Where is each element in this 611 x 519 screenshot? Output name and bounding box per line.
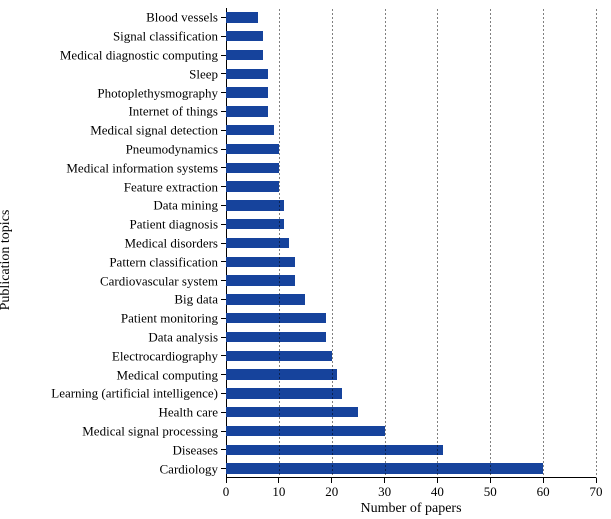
category-label: Medical signal processing: [82, 425, 226, 438]
bar: [226, 31, 263, 42]
bar: [226, 238, 289, 249]
category-label: Cardiology: [160, 462, 227, 475]
bar: [226, 445, 443, 456]
bar: [226, 125, 274, 136]
category-label: Blood vessels: [146, 11, 226, 24]
y-axis-label: Publication topics: [0, 209, 14, 310]
bar: [226, 407, 358, 418]
category-label: Big data: [174, 293, 226, 306]
x-tick-label: 40: [431, 484, 444, 500]
plot-area: Blood vesselsSignal classificationMedica…: [226, 8, 596, 478]
category-label: Data analysis: [148, 331, 226, 344]
bar: [226, 144, 279, 155]
bar: [226, 257, 295, 268]
bar: [226, 275, 295, 286]
category-label: Medical diagnostic computing: [60, 49, 226, 62]
bar: [226, 69, 268, 80]
category-label: Medical computing: [117, 368, 226, 381]
category-label: Medical signal detection: [90, 124, 226, 137]
x-tick-label: 70: [590, 484, 603, 500]
bar: [226, 219, 284, 230]
bar: [226, 181, 279, 192]
bar: [226, 87, 268, 98]
category-label: Medical information systems: [66, 161, 226, 174]
category-label: Sleep: [189, 67, 226, 80]
category-label: Signal classification: [113, 30, 226, 43]
bar: [226, 332, 326, 343]
x-tick-label: 30: [378, 484, 391, 500]
x-tick-label: 20: [325, 484, 338, 500]
x-tick-label: 60: [537, 484, 550, 500]
x-tick-label: 10: [272, 484, 285, 500]
category-label: Diseases: [173, 443, 227, 456]
bars-layer: Blood vesselsSignal classificationMedica…: [226, 8, 596, 478]
chart-container: Publication topics Blood vesselsSignal c…: [0, 0, 611, 519]
category-label: Pattern classification: [109, 255, 226, 268]
category-label: Internet of things: [128, 105, 226, 118]
bar: [226, 200, 284, 211]
category-label: Health care: [158, 406, 226, 419]
category-label: Medical disorders: [124, 237, 226, 250]
bar: [226, 12, 258, 23]
category-label: Feature extraction: [124, 180, 226, 193]
category-label: Patient monitoring: [121, 312, 226, 325]
bar: [226, 294, 305, 305]
category-label: Learning (artificial intelligence): [51, 387, 226, 400]
bar: [226, 313, 326, 324]
category-label: Pneumodynamics: [126, 143, 226, 156]
category-label: Photoplethysmography: [97, 86, 226, 99]
bar: [226, 388, 342, 399]
x-tick-label: 0: [223, 484, 230, 500]
bar: [226, 426, 385, 437]
x-axis-label: Number of papers: [360, 501, 461, 517]
bar: [226, 369, 337, 380]
bar: [226, 163, 279, 174]
category-label: Data mining: [153, 199, 226, 212]
x-tick-label: 50: [484, 484, 497, 500]
category-label: Electrocardiography: [112, 349, 226, 362]
category-label: Patient diagnosis: [130, 218, 226, 231]
bar: [226, 106, 268, 117]
bar: [226, 50, 263, 61]
category-label: Cardiovascular system: [100, 274, 226, 287]
